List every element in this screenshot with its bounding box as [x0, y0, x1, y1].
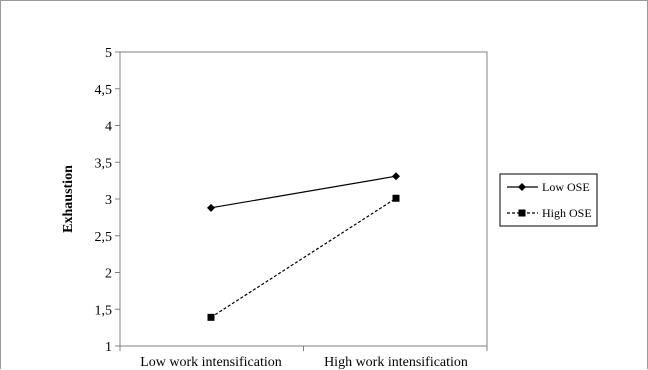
series-layer	[207, 172, 400, 321]
high-ose-legend-label: High OSE	[542, 206, 592, 220]
high-ose-point	[392, 194, 400, 202]
y-axis-label: Exhaustion	[61, 165, 76, 233]
low-ose-point	[207, 203, 215, 212]
legend: Low OSE High OSE	[499, 173, 598, 227]
x-tick-label: High work intensification	[324, 355, 468, 370]
high-ose-point	[207, 313, 215, 321]
low-ose-point	[392, 172, 400, 181]
y-tick-label: 2,5	[95, 230, 113, 245]
high-ose-line	[210, 197, 397, 318]
y-tick-label: 1,5	[95, 303, 113, 318]
y-tick-label: 4	[105, 120, 112, 135]
y-tick-label: 2	[105, 267, 112, 282]
y-tick-label: 1	[105, 340, 112, 355]
low-ose-legend-marker	[518, 183, 526, 191]
low-ose-legend-label: Low OSE	[542, 180, 590, 194]
y-tick-label: 5	[105, 46, 112, 61]
legend-box	[499, 173, 598, 227]
x-axis: Low work intensification High work intens…	[119, 346, 488, 370]
y-axis: 1 1,5 2 2,5 3 3,5 4 4,5 5	[95, 46, 120, 355]
plot-area	[119, 51, 488, 347]
y-tick-label: 4,5	[95, 83, 113, 98]
y-tick-label: 3,5	[95, 156, 113, 171]
x-tick-label: Low work intensification	[140, 355, 282, 370]
y-tick-label: 3	[105, 193, 112, 208]
high-ose-legend-marker	[518, 209, 526, 217]
low-ose-line	[210, 175, 397, 209]
